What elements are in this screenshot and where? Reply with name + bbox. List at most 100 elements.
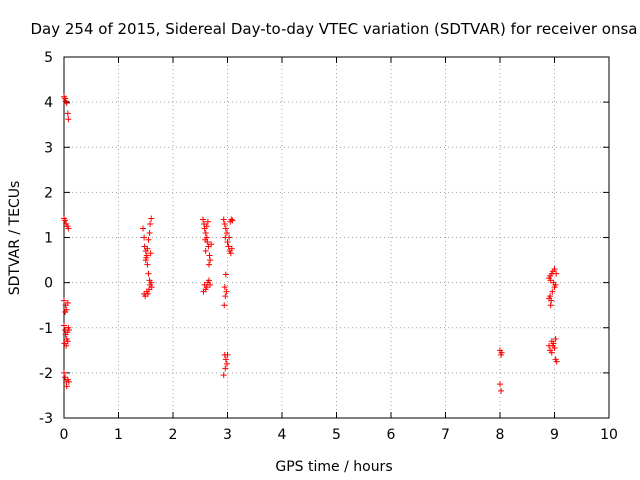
data-point: [221, 220, 228, 227]
data-point: [148, 279, 155, 286]
data-point: [64, 299, 71, 306]
data-point: [143, 254, 150, 261]
data-point: [228, 245, 235, 252]
data-point: [199, 216, 206, 223]
data-point: [552, 336, 559, 343]
x-axis-label: GPS time / hours: [275, 459, 392, 475]
x-tick-label-1: 1: [114, 427, 123, 443]
x-tick-label-0: 0: [60, 427, 69, 443]
data-point: [223, 288, 230, 295]
data-point: [220, 216, 227, 223]
data-point: [228, 216, 235, 223]
data-point: [61, 322, 67, 329]
data-point: [222, 225, 229, 232]
data-point: [226, 234, 233, 241]
x-tick-label-8: 8: [496, 427, 505, 443]
data-point: [548, 297, 555, 304]
data-point: [551, 266, 558, 273]
data-point: [145, 236, 152, 243]
y-tick-label-2: 2: [44, 185, 53, 201]
data-point: [147, 250, 154, 257]
data-point: [548, 349, 555, 356]
data-points: [61, 93, 560, 394]
data-point: [65, 225, 72, 232]
chart-title: Day 254 of 2015, Sidereal Day-to-day VTE…: [31, 20, 638, 38]
data-point: [141, 234, 148, 241]
data-point: [64, 338, 71, 345]
data-point: [551, 284, 558, 291]
x-tick-label-9: 9: [550, 427, 559, 443]
data-point: [225, 243, 232, 250]
data-point: [222, 271, 229, 278]
data-point: [229, 217, 236, 224]
data-point: [141, 290, 148, 297]
data-point: [205, 277, 212, 284]
data-point: [498, 387, 505, 394]
y-tick-label-4: 4: [44, 95, 53, 111]
grid: [64, 57, 609, 418]
data-point: [207, 257, 214, 264]
data-point: [63, 342, 70, 349]
data-point: [65, 378, 72, 385]
data-point: [146, 229, 153, 236]
data-point: [206, 252, 213, 259]
data-point: [222, 365, 229, 372]
data-point: [61, 297, 67, 304]
axis-ticks: 0 1 2 3 4 5 6 7 8 9 10 -3 -2 -1 0 1 2 3 4 5: [39, 50, 618, 443]
x-tick-label-2: 2: [169, 427, 178, 443]
data-point: [62, 308, 69, 315]
data-point: [203, 284, 210, 291]
data-point: [65, 116, 72, 123]
data-point: [221, 302, 228, 309]
data-point: [147, 220, 154, 227]
y-tick-label-1: 1: [44, 231, 53, 247]
data-point: [61, 369, 67, 376]
data-point: [550, 340, 557, 347]
data-point: [200, 288, 207, 295]
x-tick-label-5: 5: [332, 427, 341, 443]
data-point: [148, 215, 155, 222]
x-tick-label-3: 3: [223, 427, 232, 443]
data-point: [140, 225, 147, 232]
x-tick-label-6: 6: [387, 427, 396, 443]
data-point: [224, 351, 231, 358]
data-point: [224, 239, 231, 246]
data-point: [65, 327, 72, 334]
data-point: [202, 236, 209, 243]
x-tick-label-7: 7: [441, 427, 450, 443]
data-point: [202, 248, 209, 255]
data-point: [551, 345, 558, 352]
data-point: [498, 349, 505, 356]
y-tick-label-5: 5: [44, 50, 53, 66]
y-tick-label-0: 0: [44, 276, 53, 292]
data-point: [220, 372, 227, 379]
y-axis-label: SDTVAR / TECUs: [7, 181, 23, 296]
y-tick-label--3: -3: [39, 411, 53, 427]
data-point: [207, 281, 214, 288]
data-point: [145, 270, 152, 277]
x-tick-label-10: 10: [600, 427, 618, 443]
data-point: [62, 95, 69, 102]
data-point: [64, 110, 71, 117]
data-point: [63, 100, 70, 107]
data-point: [148, 284, 155, 291]
y-tick-label--2: -2: [39, 366, 53, 382]
data-point: [63, 383, 70, 390]
data-point: [62, 217, 69, 224]
data-point: [553, 270, 560, 277]
data-point: [223, 229, 230, 236]
data-point: [222, 356, 229, 363]
data-point: [223, 360, 230, 367]
data-point: [227, 250, 234, 257]
data-point: [204, 218, 211, 225]
data-point: [205, 261, 212, 268]
data-point: [203, 223, 210, 230]
x-tick-label-4: 4: [278, 427, 287, 443]
data-point: [222, 293, 229, 300]
data-point: [202, 229, 209, 236]
data-point: [497, 381, 503, 388]
data-point: [208, 241, 215, 248]
data-point: [549, 288, 556, 295]
y-tick-label--1: -1: [39, 321, 53, 337]
